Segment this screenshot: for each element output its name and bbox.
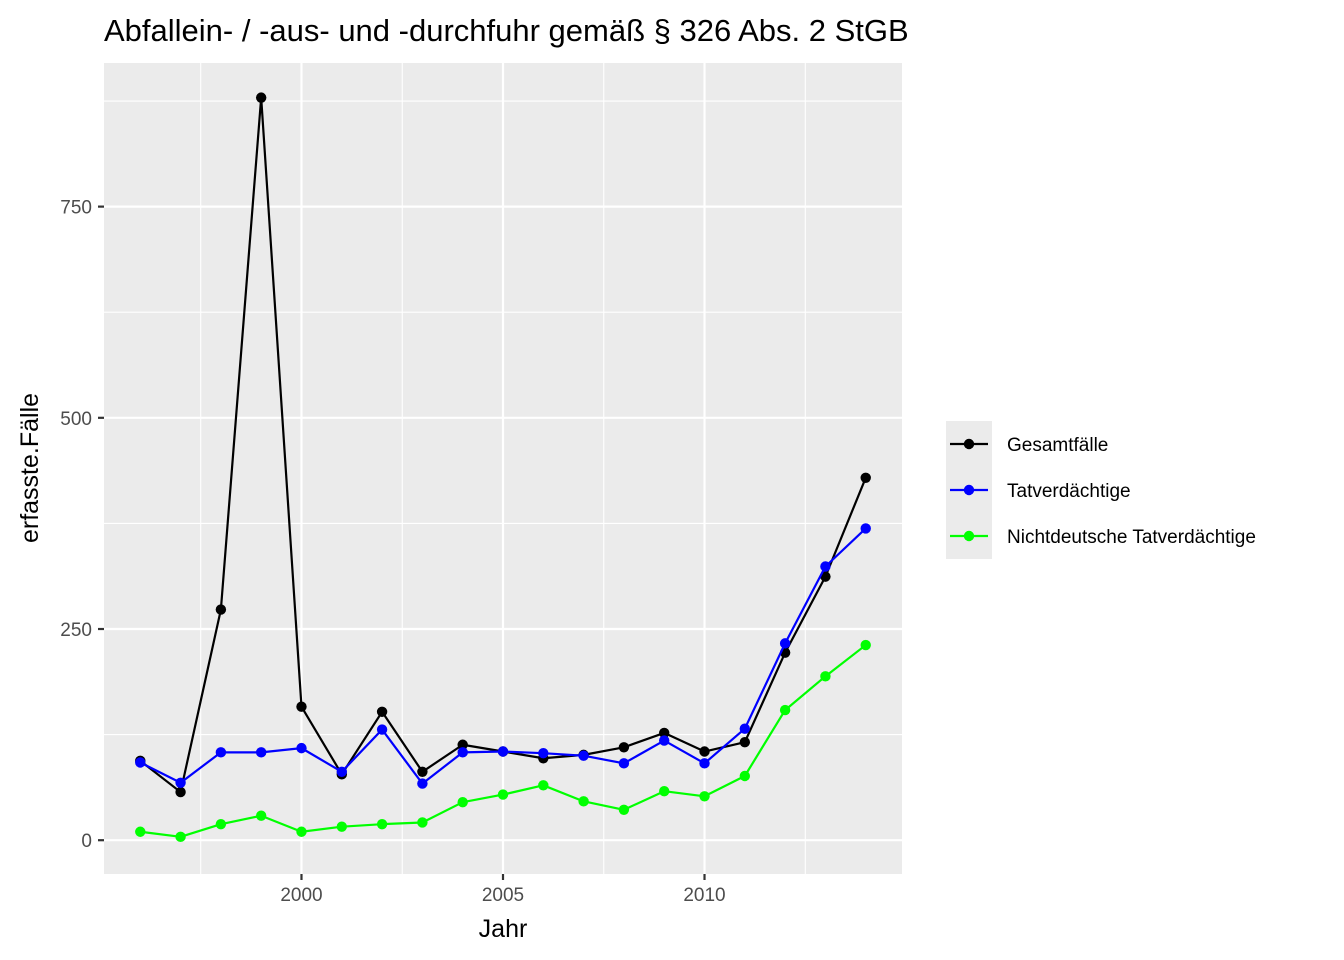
- data-point: [779, 638, 791, 649]
- data-point: [739, 723, 751, 734]
- data-point: [659, 727, 670, 739]
- data-point: [296, 826, 307, 837]
- data-point: [417, 766, 428, 777]
- data-point: [457, 739, 468, 750]
- data-point: [860, 472, 871, 483]
- y-axis: 0 250 500 750: [60, 198, 104, 852]
- data-point: [860, 523, 871, 534]
- data-point: [820, 671, 831, 682]
- data-point: [457, 747, 468, 758]
- legend-label: Gesamtfälle: [1007, 435, 1108, 456]
- data-point: [497, 746, 509, 757]
- data-point: [779, 704, 791, 716]
- data-point: [175, 831, 186, 843]
- data-point: [457, 796, 468, 808]
- data-point: [860, 639, 871, 651]
- data-point: [618, 804, 630, 815]
- data-point: [255, 810, 267, 821]
- legend-key-point: [963, 530, 975, 542]
- data-point: [376, 818, 388, 830]
- data-point: [618, 742, 630, 753]
- data-point: [296, 701, 307, 712]
- y-tick-label: 750: [60, 198, 92, 219]
- data-point: [699, 758, 710, 769]
- y-tick-label: 250: [60, 620, 92, 641]
- x-tick-label: 2000: [280, 885, 322, 906]
- data-point: [135, 826, 146, 837]
- data-point: [215, 747, 227, 758]
- x-axis: 2000 2005 2010: [280, 874, 726, 906]
- y-axis-title: erfasste.Fälle: [16, 393, 44, 543]
- data-point: [699, 791, 710, 802]
- series-2: [135, 523, 871, 789]
- data-point: [296, 742, 307, 754]
- legend-key-point: [963, 438, 975, 450]
- data-point: [538, 747, 549, 759]
- data-point: [659, 735, 670, 746]
- data-point: [417, 778, 428, 789]
- data-point: [336, 821, 347, 832]
- data-point: [659, 786, 670, 797]
- data-point: [497, 789, 509, 800]
- legend-label: Nichtdeutsche Tatverdächtige: [1007, 527, 1256, 548]
- legend: Gesamtfälle Tatverdächtige Nichtdeutsche T…: [946, 421, 1256, 559]
- data-point: [618, 758, 630, 769]
- series-3: [135, 639, 871, 843]
- data-point: [175, 777, 186, 788]
- data-point: [336, 766, 347, 777]
- data-point: [820, 561, 831, 572]
- x-tick-label: 2010: [683, 885, 725, 906]
- data-point: [376, 706, 388, 717]
- data-point: [538, 780, 549, 791]
- x-axis-title: Jahr: [479, 915, 528, 943]
- data-point: [376, 724, 388, 735]
- data-point: [215, 818, 227, 830]
- data-point: [578, 796, 589, 807]
- data-point: [699, 746, 710, 757]
- legend-key-point: [963, 484, 975, 496]
- data-point: [135, 757, 146, 768]
- data-point: [255, 747, 267, 758]
- data-point: [578, 750, 589, 761]
- data-point: [255, 92, 267, 103]
- major-gridlines: [104, 63, 902, 874]
- data-point: [175, 786, 186, 798]
- data-point: [820, 571, 831, 582]
- data-point: [739, 737, 751, 748]
- series-layer: [135, 92, 871, 843]
- legend-label: Tatverdächtige: [1007, 481, 1131, 502]
- x-tick-label: 2005: [482, 885, 524, 906]
- y-tick-label: 0: [81, 831, 92, 852]
- data-point: [215, 604, 227, 615]
- data-point: [417, 817, 428, 828]
- data-point: [739, 770, 751, 782]
- chart-title: Abfallein- / -aus- und -durchfuhr gemäß …: [104, 13, 909, 48]
- y-tick-label: 500: [60, 409, 92, 430]
